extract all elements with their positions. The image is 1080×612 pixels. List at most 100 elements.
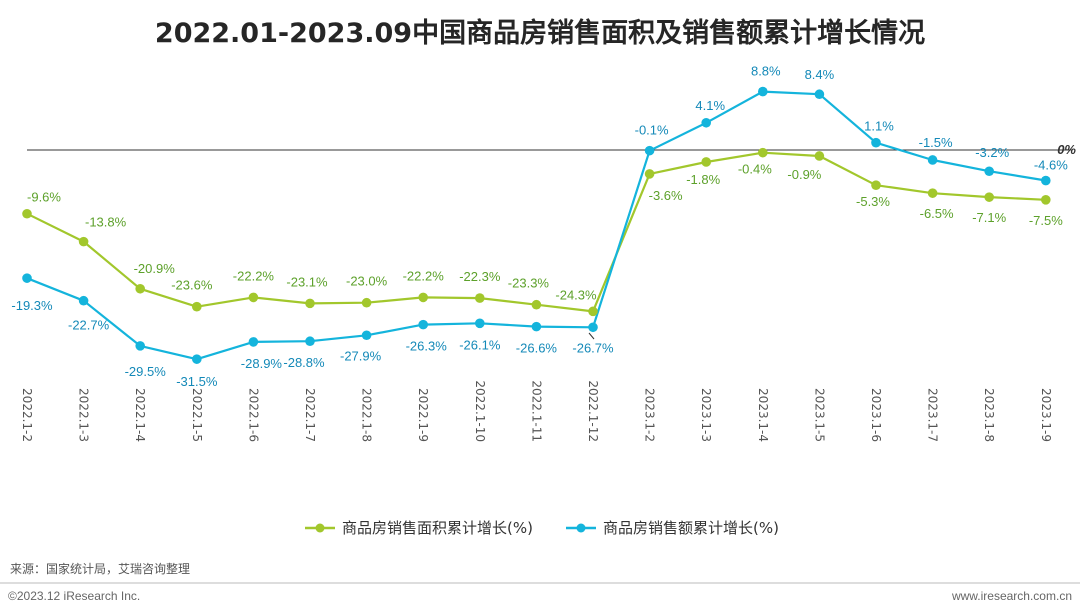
data-label-area-14: -0.9%: [787, 167, 821, 182]
legend-swatch-dot-area: [315, 523, 325, 533]
point-area-3: [192, 301, 202, 312]
point-area-18: [1041, 195, 1051, 205]
x-tick-label-13: 2023.1-4: [756, 388, 770, 442]
x-tick-label-11: 2023.1-2: [643, 388, 657, 442]
data-label-amount-1: -22.7%: [68, 318, 110, 333]
x-tick-label-16: 2023.1-7: [926, 388, 940, 442]
point-area-9: [531, 299, 542, 310]
legend-label-amount: 商品房销售额累计增长(%): [603, 519, 779, 537]
point-area-15: [871, 180, 881, 190]
point-amount-4: [248, 337, 259, 347]
x-tick-label-15: 2023.1-6: [869, 388, 883, 442]
x-tick-label-5: 2022.1-7: [303, 388, 317, 442]
data-label-amount-3: -31.5%: [176, 374, 218, 389]
data-label-amount-5: -28.8%: [283, 355, 325, 370]
point-area-13: [758, 147, 768, 158]
zero-line-label: 0%: [1057, 142, 1076, 157]
data-label-amount-9: -26.6%: [516, 341, 558, 356]
data-label-area-7: -22.2%: [403, 268, 445, 283]
leader-line: [588, 332, 595, 340]
point-area-6: [361, 297, 372, 308]
point-amount-17: [984, 166, 994, 177]
point-area-5: [305, 298, 315, 309]
data-label-amount-17: -3.2%: [975, 145, 1009, 160]
data-label-area-13: -0.4%: [738, 162, 772, 177]
data-label-area-15: -5.3%: [856, 194, 890, 209]
point-amount-6: [361, 330, 372, 341]
x-tick-label-3: 2022.1-5: [190, 388, 204, 442]
point-amount-14: [814, 89, 825, 100]
point-amount-10: [588, 322, 598, 333]
point-area-10: [588, 306, 598, 317]
data-label-area-6: -23.0%: [346, 274, 388, 289]
data-label-amount-8: -26.1%: [459, 337, 501, 352]
x-tick-label-2: 2022.1-4: [133, 388, 147, 442]
data-label-area-0: -9.6%: [27, 190, 61, 205]
point-area-1: [78, 236, 89, 247]
copyright: ©2023.12 iResearch Inc.: [8, 589, 140, 603]
data-label-amount-15: 1.1%: [864, 119, 894, 134]
point-area-16: [927, 188, 938, 198]
data-label-area-4: -22.2%: [233, 268, 275, 283]
data-label-area-10: -24.3%: [555, 287, 597, 302]
point-area-8: [475, 293, 485, 303]
data-label-area-16: -6.5%: [920, 206, 954, 221]
x-tick-label-18: 2023.1-9: [1039, 388, 1053, 442]
point-amount-9: [531, 321, 542, 332]
point-amount-2: [135, 341, 145, 351]
x-tick-label-6: 2022.1-8: [360, 388, 374, 442]
legend: 商品房销售面积累计增长(%) 商品房销售额累计增长(%): [305, 519, 779, 537]
point-amount-7: [418, 319, 429, 330]
chart-title: 2022.01-2023.09中国商品房销售面积及销售额累计增长情况: [155, 17, 925, 49]
source-note: 来源：国家统计局，艾瑞咨询整理: [10, 561, 190, 576]
x-tick-label-9: 2022.1-11: [529, 380, 543, 442]
data-label-area-8: -22.3%: [459, 269, 501, 284]
data-label-area-11: -3.6%: [649, 188, 683, 203]
point-amount-1: [78, 295, 89, 306]
data-label-amount-11: -0.1%: [635, 123, 669, 138]
data-label-area-12: -1.8%: [686, 172, 720, 187]
data-label-amount-4: -28.9%: [241, 356, 283, 371]
point-area-4: [248, 292, 259, 303]
point-amount-16: [927, 155, 938, 165]
x-tick-label-10: 2022.1-12: [586, 380, 600, 442]
x-tick-label-12: 2023.1-3: [699, 388, 713, 442]
data-label-amount-14: 8.4%: [805, 67, 835, 82]
point-amount-8: [475, 318, 485, 329]
x-tick-label-17: 2023.1-8: [982, 388, 996, 442]
point-amount-0: [22, 273, 32, 283]
data-label-amount-6: -27.9%: [340, 348, 382, 363]
x-tick-label-4: 2022.1-6: [246, 388, 260, 442]
point-area-14: [814, 151, 825, 161]
point-amount-12: [701, 117, 711, 128]
x-tick-label-7: 2022.1-9: [416, 388, 430, 442]
data-label-area-18: -7.5%: [1029, 213, 1063, 228]
point-amount-13: [758, 86, 768, 97]
data-label-amount-13: 8.8%: [751, 64, 781, 79]
data-label-area-17: -7.1%: [972, 210, 1006, 225]
data-label-area-2: -20.9%: [134, 261, 176, 276]
data-label-amount-18: -4.6%: [1034, 158, 1068, 173]
x-tick-label-8: 2022.1-10: [473, 380, 487, 442]
legend-label-area: 商品房销售面积累计增长(%): [342, 519, 533, 537]
x-tick-label-1: 2022.1-3: [77, 388, 91, 442]
legend-swatch-dot-amount: [576, 523, 586, 533]
x-tick-label-0: 2022.1-2: [20, 388, 34, 442]
point-area-11: [644, 169, 655, 179]
point-area-7: [418, 292, 429, 303]
point-amount-18: [1041, 175, 1051, 186]
point-area-12: [701, 157, 711, 167]
point-area-17: [984, 192, 994, 202]
data-label-area-9: -23.3%: [508, 276, 550, 291]
legend-item-area: 商品房销售面积累计增长(%): [305, 519, 533, 537]
x-axis-ticks: 2022.1-2 2022.1-3 2022.1-4 2022.1-5 2022.1-6…: [20, 380, 1053, 442]
data-label-amount-10: -26.7%: [572, 340, 614, 355]
data-label-amount-2: -29.5%: [125, 364, 167, 379]
website: www.iresearch.com.cn: [951, 589, 1072, 603]
legend-item-amount: 商品房销售额累计增长(%): [566, 519, 779, 537]
series-layer: [22, 86, 1051, 364]
point-area-2: [135, 283, 145, 294]
data-label-area-3: -23.6%: [171, 278, 213, 293]
data-label-amount-16: -1.5%: [919, 135, 953, 150]
